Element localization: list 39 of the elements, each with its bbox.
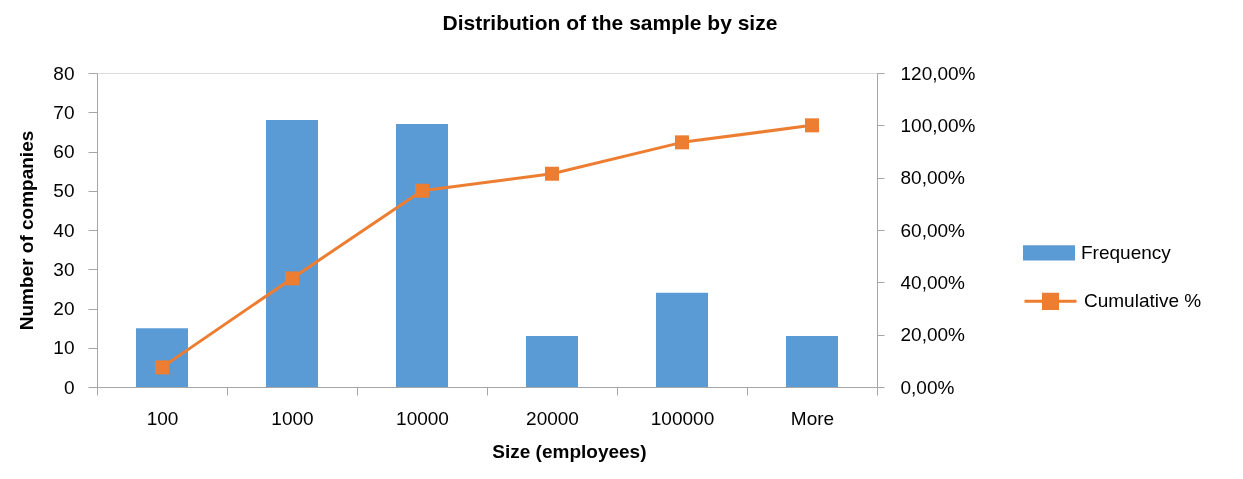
y2-tick-label: 120,00% [900,62,976,84]
x-tick-label: 10000 [396,407,449,429]
bar [786,335,838,387]
y-tick-label: 50 [53,180,75,202]
y-tick-label: 0 [63,376,75,398]
bar [136,328,188,387]
x-tick-label: More [790,407,835,429]
y2-tick-label: 60,00% [900,219,966,241]
bar [656,292,708,387]
point [155,360,169,375]
y-tick-label: 40 [53,219,75,241]
point [805,118,819,133]
y2-tick-label: 40,00% [900,271,966,293]
point [675,135,689,150]
x-axis-title: Size (employees) [492,440,647,462]
x-tick-label: 1000 [271,407,314,429]
legend-label: Cumulative % [1084,290,1202,312]
point [415,183,429,198]
point [545,166,559,181]
y2-tick-label: 100,00% [900,114,976,136]
y-tick-label: 60 [53,141,75,162]
x-tick-label: 100 [146,407,179,429]
y-axis-title: Number of companies [16,130,38,331]
y-tick-label: 10 [53,337,75,359]
point [285,271,299,286]
y-tick-label: 20 [53,298,75,319]
y-tick-label: 70 [53,101,75,123]
y-tick-label: 80 [53,62,75,84]
bar [396,124,448,387]
chart-title: Distribution of the sample by size [442,11,778,34]
x-tick-label: 100000 [650,407,715,429]
legend-label: Frequency [1081,241,1172,263]
bar [266,120,318,387]
y-tick-label: 30 [53,258,75,280]
x-tick-label: 20000 [526,407,579,429]
y2-tick-label: 80,00% [900,167,966,189]
bar [526,335,578,387]
y2-tick-label: 0,00% [900,376,955,398]
y2-tick-label: 20,00% [900,324,966,346]
